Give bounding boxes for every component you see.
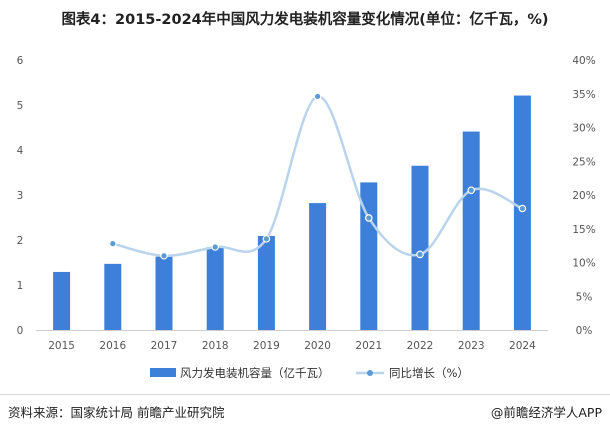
y-axis-right: 0% 5% 10% 15% 20% 25% 30% 35% 40%: [572, 55, 595, 337]
x-tick-label: 2015: [48, 340, 75, 352]
line-point: [109, 239, 117, 248]
line-point: [364, 214, 373, 222]
legend-bar-swatch: [150, 368, 176, 377]
y-right-tick-label: 5%: [576, 291, 593, 303]
line-point: [160, 251, 168, 260]
y-left-tick-label: 5: [17, 100, 24, 112]
line-point: [416, 250, 424, 259]
x-tick-label: 2019: [253, 340, 280, 352]
bar: [104, 263, 122, 330]
bar-series: [53, 95, 531, 330]
x-tick-label: 2020: [304, 340, 331, 352]
legend-bar-label: 风力发电装机容量（亿千瓦）: [180, 366, 330, 380]
y-left-tick-label: 0: [17, 325, 24, 337]
bar: [53, 271, 71, 330]
line-point: [313, 92, 322, 101]
y-left-tick-label: 1: [17, 280, 24, 292]
x-tick-label: 2024: [509, 340, 536, 352]
y-left-tick-label: 2: [17, 235, 24, 247]
line-point: [211, 243, 220, 251]
y-left-tick-label: 3: [17, 190, 24, 202]
bar: [411, 165, 429, 330]
x-tick-label: 2023: [458, 340, 485, 352]
x-tick-label: 2021: [355, 340, 382, 352]
y-right-tick-label: 30%: [572, 123, 595, 135]
line-point: [467, 186, 476, 195]
y-right-tick-label: 15%: [572, 224, 595, 236]
legend-line-marker: [367, 370, 373, 376]
brand-credit: @前瞻经济学人APP: [490, 405, 602, 420]
x-tick-label: 2018: [202, 340, 229, 352]
y-right-tick-label: 25%: [572, 156, 595, 168]
source-note: 资料来源：国家统计局 前瞻产业研究院: [8, 405, 225, 420]
legend: 风力发电装机容量（亿千瓦） 同比增长（%）: [150, 366, 469, 380]
line-point: [262, 235, 271, 243]
bar: [206, 247, 224, 330]
footer-divider: [0, 394, 610, 395]
y-right-tick-label: 0%: [576, 325, 593, 337]
bar: [257, 235, 275, 330]
y-right-tick-label: 10%: [572, 258, 595, 270]
x-tick-label: 2017: [151, 340, 178, 352]
legend-line-label: 同比增长（%）: [389, 366, 469, 380]
line-series: [109, 92, 527, 260]
y-left-tick-label: 6: [17, 55, 24, 67]
bar: [462, 131, 480, 330]
y-right-tick-label: 40%: [572, 55, 595, 67]
bar: [513, 95, 531, 330]
x-axis: 2015 2016 2017 2018 2019 2020 2021 2022 2023 2024: [48, 340, 536, 352]
bar: [155, 256, 173, 330]
x-tick-label: 2016: [99, 340, 126, 352]
y-right-tick-label: 20%: [572, 190, 595, 202]
y-left-tick-label: 4: [17, 145, 24, 157]
y-right-tick-label: 35%: [572, 89, 595, 101]
x-tick-label: 2022: [407, 340, 434, 352]
y-axis-left: 0 1 2 3 4 5 6: [17, 55, 24, 337]
line-point: [518, 204, 527, 213]
bar: [360, 182, 378, 330]
bar: [309, 203, 327, 330]
chart-title: 图表4：2015-2024年中国风力发电装机容量变化情况(单位：亿千瓦，%): [61, 12, 549, 28]
